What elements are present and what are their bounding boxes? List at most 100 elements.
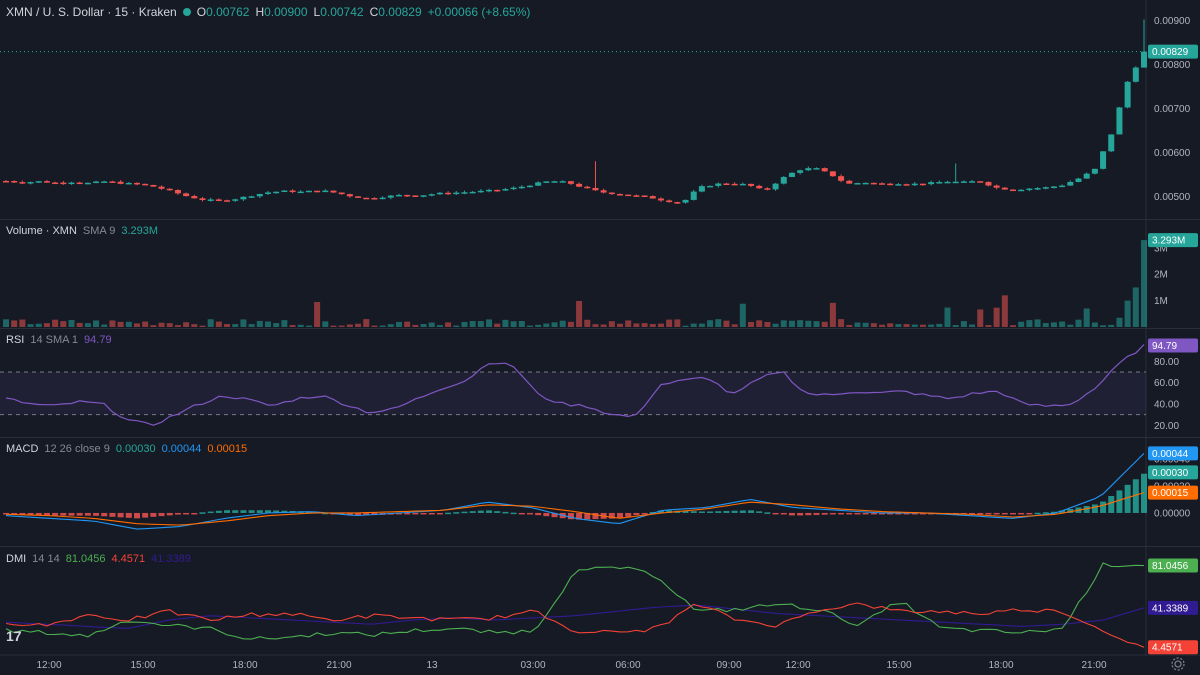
candle-body (518, 186, 525, 189)
macd-hist-bar (1067, 509, 1074, 513)
volume-bar (1050, 322, 1057, 327)
macd-hist-bar (404, 512, 411, 515)
volume-title[interactable]: Volume · XMN (6, 225, 77, 237)
dmi-legend[interactable]: DMI 14 14 81.0456 4.4571 41.3389 (6, 553, 191, 565)
candle-body (682, 199, 689, 203)
dmi-adx-value: 41.3389 (151, 553, 191, 565)
macd-hist-bar (977, 512, 984, 515)
macd-hist-bar (346, 512, 353, 516)
dmi-title[interactable]: DMI (6, 553, 27, 565)
candle-body (68, 182, 75, 185)
macd-hist-bar (1050, 511, 1057, 514)
candle-body (805, 168, 812, 171)
macd-hist-bar (805, 512, 812, 516)
candle-body (1018, 189, 1025, 192)
volume-bar (346, 324, 353, 327)
volume-last-label-bg (1148, 233, 1198, 248)
volume-bar (101, 324, 108, 327)
macd-hist-bar (420, 512, 427, 515)
rsi-band (0, 372, 1146, 415)
macd-hist-bar (248, 510, 255, 513)
symbol-legend[interactable]: XMN / U. S. Dollar · 15 · Kraken O0.0076… (6, 5, 530, 19)
volume-bar (142, 321, 149, 327)
macd-hist-bar (281, 510, 288, 513)
candle-body (870, 182, 877, 185)
rsi-title[interactable]: RSI (6, 334, 25, 346)
candle-body (821, 168, 828, 172)
volume-bar (264, 321, 271, 327)
volume-bar (436, 325, 443, 327)
rsi-value: 94.79 (84, 334, 112, 346)
macd-legend[interactable]: MACD 12 26 close 9 0.00030 0.00044 0.000… (6, 443, 247, 455)
candle-body (625, 194, 632, 197)
volume-bar (559, 320, 566, 327)
macd-hist-bar (1018, 512, 1025, 515)
macd-hist-bar (551, 512, 558, 518)
volume-bar (297, 324, 304, 327)
volume-bar (748, 321, 755, 327)
volume-bar (1042, 323, 1049, 327)
candle-body (1108, 134, 1115, 152)
macd-hist-bar (854, 512, 861, 515)
rsi-last-label-bg (1148, 338, 1198, 353)
macd-hist-bar (993, 512, 1000, 515)
macd-hist-bar (224, 510, 231, 513)
tradingview-logo-icon[interactable]: 17 (6, 628, 32, 648)
macd-hist-bar (903, 512, 910, 515)
volume-bar (608, 321, 615, 327)
volume-bar (445, 322, 452, 327)
candle-body (248, 196, 255, 198)
volume-bar (35, 323, 42, 327)
dmi-adx-line (5, 604, 1145, 629)
volume-bar (911, 324, 918, 327)
candle-body (977, 181, 984, 183)
macd-hist-bar (772, 512, 779, 515)
candle-body (919, 183, 926, 186)
candle-body (887, 183, 894, 186)
macd-hist-bar (1001, 512, 1008, 515)
candle-body (723, 183, 730, 186)
volume-bar (43, 323, 50, 327)
candle-body (879, 183, 886, 185)
volume-bar (1010, 325, 1017, 327)
gear-icon[interactable] (1170, 656, 1186, 672)
symbol-title[interactable]: XMN / U. S. Dollar · 15 · Kraken (6, 5, 177, 19)
candle-body (338, 192, 345, 195)
volume-bar (109, 320, 116, 327)
rsi-last-label: 94.79 (1152, 341, 1177, 352)
macd-hist-bar (657, 510, 664, 513)
candle-body (641, 195, 648, 197)
price-axis-tick: 0.00500 (1154, 192, 1191, 203)
volume-bar (1001, 295, 1008, 327)
candle-body (52, 182, 59, 185)
volume-legend[interactable]: Volume · XMN SMA 9 3.293M (6, 225, 158, 237)
dmi-minus-line (5, 602, 1145, 648)
candle-body (707, 185, 714, 188)
candle-body (289, 190, 296, 193)
volume-bar (60, 321, 67, 327)
volume-bar (682, 325, 689, 327)
macd-hist-bar (690, 511, 697, 513)
volume-bar (526, 325, 533, 327)
macd-hist-bar (191, 512, 198, 515)
macd-hist-bar (436, 512, 443, 515)
candle-body (133, 182, 140, 185)
volume-bar (1034, 319, 1041, 327)
volume-bar (183, 322, 190, 327)
rsi-legend[interactable]: RSI 14 SMA 1 94.79 (6, 334, 112, 346)
candle-body (911, 183, 918, 186)
macd-line-label: 0.00044 (1152, 449, 1189, 460)
volume-bar (854, 322, 861, 327)
macd-hist-bar (985, 512, 992, 515)
volume-bar (567, 321, 574, 327)
macd-hist-bar (526, 512, 533, 515)
macd-hist-bar (1034, 512, 1041, 515)
volume-bar (952, 324, 959, 327)
candle-body (797, 170, 804, 173)
candle-body (461, 192, 468, 194)
macd-title[interactable]: MACD (6, 443, 39, 455)
volume-bar (756, 320, 763, 327)
macd-hist-label-bg (1148, 465, 1198, 480)
